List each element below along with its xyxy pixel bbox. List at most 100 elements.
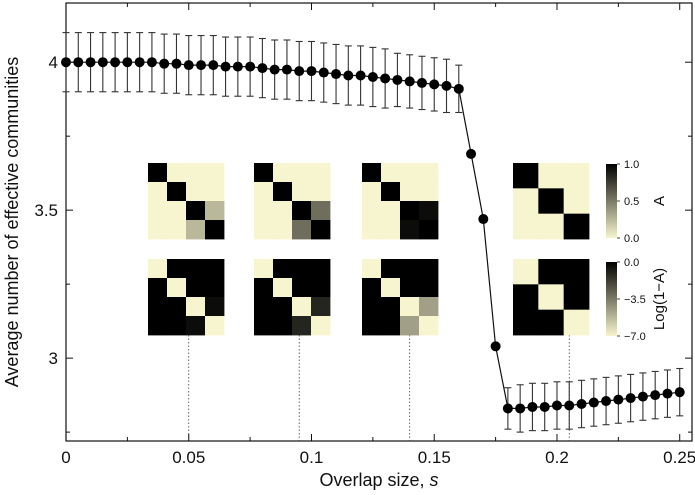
matrix-cell — [538, 309, 565, 336]
data-point — [576, 399, 587, 410]
matrix-cell — [419, 297, 439, 317]
y-axis-label: Average number of effective communities — [2, 57, 22, 388]
colorbar-tick-label: 0.5 — [624, 196, 639, 208]
matrix-cell — [186, 201, 206, 221]
data-point — [85, 57, 96, 68]
data-point — [257, 63, 268, 74]
matrix-cell — [148, 220, 168, 240]
matrix-cell — [311, 278, 331, 298]
y-axis-ticks: 33.54 — [34, 53, 692, 433]
inset-matrix-A — [148, 163, 225, 240]
data-point — [306, 66, 317, 77]
matrix-cell — [311, 182, 331, 202]
data-point — [637, 391, 648, 402]
colorbar-label: Log(1−A) — [651, 268, 668, 330]
inset-matrix-A — [254, 163, 331, 240]
matrix-cell — [186, 182, 206, 202]
data-point — [331, 69, 342, 80]
colorbars: 1.0 0.5 0.0 A 0.0 −3.5 −7.0 Log(1−A) — [606, 159, 668, 343]
x-tick-label: 0 — [61, 448, 70, 467]
matrix-cell — [381, 316, 401, 336]
matrix-cell — [538, 163, 565, 189]
matrix-cell — [513, 163, 539, 189]
matrix-cell — [205, 297, 225, 317]
matrix-cell — [513, 259, 539, 285]
data-point — [122, 57, 133, 68]
matrix-cell — [148, 316, 168, 336]
matrix-cell — [186, 220, 206, 240]
matrix-cell — [563, 284, 590, 311]
matrix-cell — [148, 163, 168, 183]
matrix-cell — [273, 182, 293, 202]
matrix-cell — [292, 201, 312, 221]
matrix-cell — [563, 259, 590, 285]
matrix-cell — [419, 259, 439, 279]
data-point — [269, 64, 280, 75]
data-point — [429, 79, 440, 90]
matrix-cell — [292, 278, 312, 298]
data-point — [97, 57, 108, 68]
x-tick-label: 0.1 — [300, 448, 324, 467]
matrix-cell — [186, 259, 206, 279]
data-point — [625, 393, 636, 404]
data-point — [281, 64, 292, 75]
matrix-cell — [538, 213, 565, 240]
inset-matrix-A — [362, 163, 439, 240]
plot-frame — [65, 2, 693, 442]
matrix-cell — [167, 259, 187, 279]
matrix-cell — [311, 297, 331, 317]
x-axis-ticks: 0 0.05 0.1 0.15 0.2 0.25 — [61, 3, 695, 467]
matrix-cell — [186, 297, 206, 317]
data-point — [478, 214, 489, 225]
data-point — [159, 58, 170, 69]
data-point — [355, 70, 366, 81]
data-point — [183, 60, 194, 71]
matrix-cell — [205, 182, 225, 202]
data-point — [380, 73, 391, 84]
matrix-cell — [292, 163, 312, 183]
data-point — [564, 400, 575, 411]
matrix-cell — [419, 201, 439, 221]
matrix-cell — [419, 316, 439, 336]
data-point — [416, 77, 427, 88]
inset-matrix-log — [513, 259, 590, 336]
data-point — [232, 61, 243, 72]
data-point — [674, 387, 685, 398]
matrix-cell — [148, 182, 168, 202]
x-tick-label: 0.15 — [418, 448, 451, 467]
matrix-cell — [563, 213, 590, 240]
data-point — [110, 57, 121, 68]
matrix-cell — [273, 316, 293, 336]
inset-matrix-A — [513, 163, 590, 240]
matrix-cell — [186, 278, 206, 298]
matrix-cell — [563, 309, 590, 336]
matrix-cell — [362, 297, 382, 317]
matrix-cell — [273, 163, 293, 183]
matrix-cell — [419, 163, 439, 183]
matrix-cell — [538, 284, 565, 311]
data-point — [527, 401, 538, 412]
colorbar-tick-label: 0.0 — [624, 233, 639, 245]
matrix-cell — [292, 316, 312, 336]
matrix-cell — [311, 220, 331, 240]
y-tick-label: 4 — [49, 53, 58, 72]
matrix-cell — [254, 220, 274, 240]
matrix-cell — [400, 163, 420, 183]
matrix-cell — [419, 220, 439, 240]
matrix-cell — [292, 220, 312, 240]
matrix-cell — [381, 182, 401, 202]
colorbar-tick-label: −7.0 — [624, 331, 646, 343]
matrix-cell — [148, 259, 168, 279]
matrix-cell — [254, 201, 274, 221]
x-axis-label-variable: s — [430, 470, 439, 490]
data-point — [490, 341, 501, 352]
matrix-cell — [400, 220, 420, 240]
colorbar-gradient — [606, 262, 617, 336]
data-point — [466, 148, 477, 159]
colorbar-tick-label: 0.0 — [624, 257, 639, 269]
matrix-cell — [513, 213, 539, 240]
data-point — [551, 400, 562, 411]
matrix-cell — [362, 259, 382, 279]
matrix-cell — [205, 163, 225, 183]
x-tick-label: 0.05 — [172, 448, 205, 467]
